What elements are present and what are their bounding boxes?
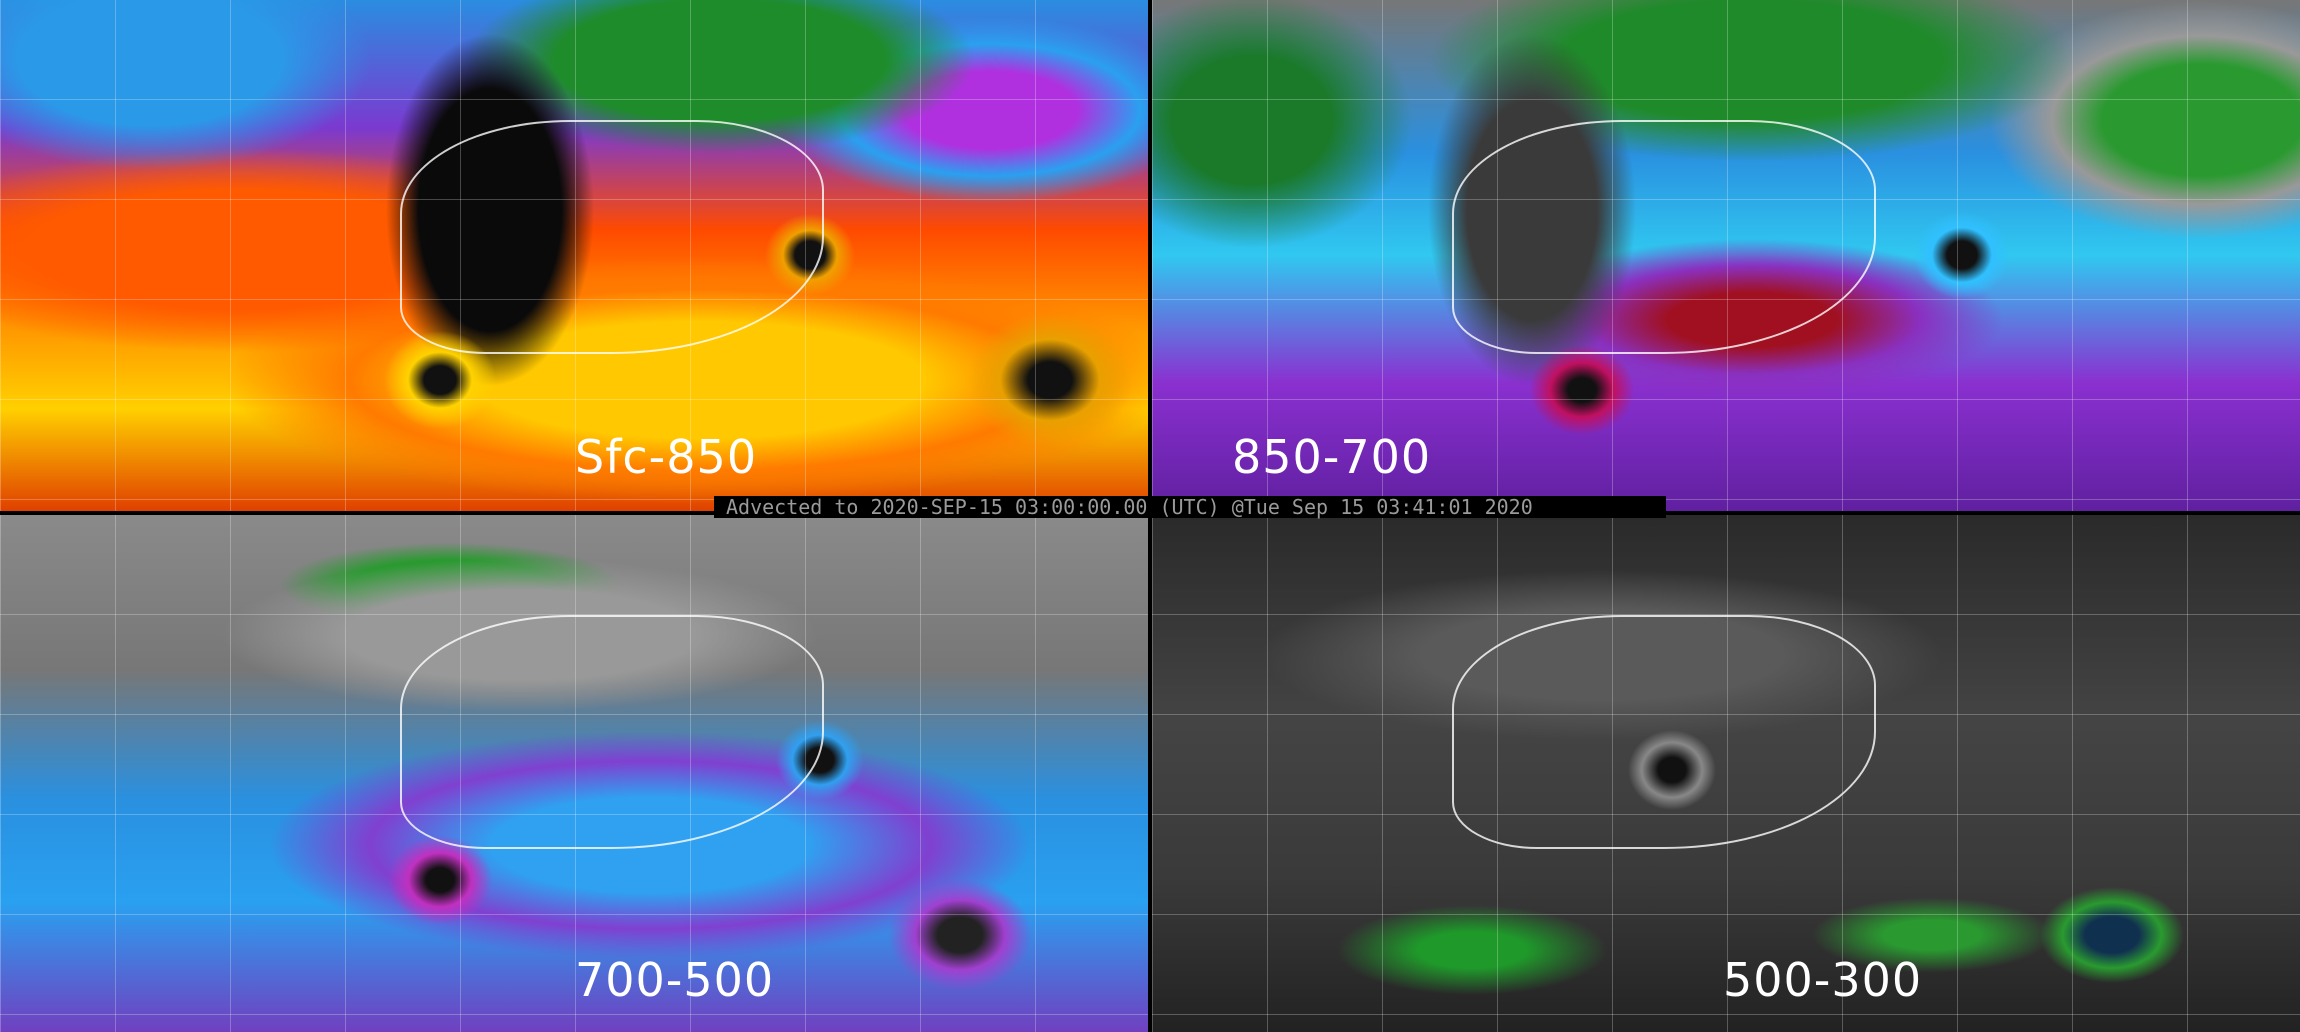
panel-sfc-850-map: Sfc-850 [0, 0, 1148, 511]
panel-850-700-map: 850-700 [1152, 0, 2300, 511]
north-america-outline [1452, 615, 1876, 849]
north-america-outline [1452, 120, 1876, 354]
layer-label: Sfc-850 [575, 430, 758, 484]
panel-700-500-map: 700-500 [0, 515, 1148, 1032]
north-america-outline [400, 120, 824, 354]
layer-label: 850-700 [1232, 430, 1432, 484]
panel-500-300-map: 500-300 [1152, 515, 2300, 1032]
advection-timestamp-banner: Advected to 2020-SEP-15 03:00:00.00 (UTC… [714, 496, 1666, 518]
north-america-outline [400, 615, 824, 849]
layer-label: 500-300 [1723, 953, 1923, 1007]
layer-label: 700-500 [575, 953, 775, 1007]
